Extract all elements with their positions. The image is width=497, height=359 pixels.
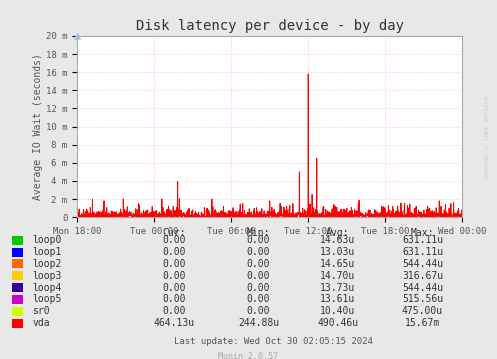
Text: 0.00: 0.00 bbox=[247, 247, 270, 257]
Text: 0.00: 0.00 bbox=[162, 306, 186, 316]
Text: Cur:: Cur: bbox=[162, 228, 186, 238]
Text: 0.00: 0.00 bbox=[162, 259, 186, 269]
Text: 490.46u: 490.46u bbox=[318, 318, 358, 328]
Text: loop4: loop4 bbox=[32, 283, 62, 293]
Text: 0.00: 0.00 bbox=[247, 294, 270, 304]
Text: 0.00: 0.00 bbox=[162, 247, 186, 257]
Text: 0.00: 0.00 bbox=[247, 271, 270, 281]
Text: sr0: sr0 bbox=[32, 306, 50, 316]
Text: 13.03u: 13.03u bbox=[321, 247, 355, 257]
Text: 544.44u: 544.44u bbox=[402, 283, 443, 293]
Text: vda: vda bbox=[32, 318, 50, 328]
Text: 0.00: 0.00 bbox=[247, 235, 270, 245]
Text: RRDTOOL / TOBI OETIKER: RRDTOOL / TOBI OETIKER bbox=[485, 95, 490, 178]
Text: Munin 2.0.57: Munin 2.0.57 bbox=[219, 352, 278, 359]
Text: 10.40u: 10.40u bbox=[321, 306, 355, 316]
Text: Last update: Wed Oct 30 02:05:15 2024: Last update: Wed Oct 30 02:05:15 2024 bbox=[174, 337, 373, 346]
Text: 13.73u: 13.73u bbox=[321, 283, 355, 293]
Text: 14.70u: 14.70u bbox=[321, 271, 355, 281]
Text: 464.13u: 464.13u bbox=[154, 318, 194, 328]
Y-axis label: Average IO Wait (seconds): Average IO Wait (seconds) bbox=[33, 53, 43, 200]
Text: 15.67m: 15.67m bbox=[405, 318, 440, 328]
Text: loop3: loop3 bbox=[32, 271, 62, 281]
Text: 0.00: 0.00 bbox=[247, 306, 270, 316]
Text: 14.65u: 14.65u bbox=[321, 259, 355, 269]
Text: 316.67u: 316.67u bbox=[402, 271, 443, 281]
Text: 13.61u: 13.61u bbox=[321, 294, 355, 304]
Title: Disk latency per device - by day: Disk latency per device - by day bbox=[136, 19, 404, 33]
Text: Min:: Min: bbox=[247, 228, 270, 238]
Text: 0.00: 0.00 bbox=[162, 271, 186, 281]
Text: 0.00: 0.00 bbox=[162, 283, 186, 293]
Text: 14.63u: 14.63u bbox=[321, 235, 355, 245]
Text: loop5: loop5 bbox=[32, 294, 62, 304]
Text: 0.00: 0.00 bbox=[162, 294, 186, 304]
Text: Max:: Max: bbox=[411, 228, 434, 238]
Text: 475.00u: 475.00u bbox=[402, 306, 443, 316]
Text: Avg:: Avg: bbox=[326, 228, 350, 238]
Text: loop2: loop2 bbox=[32, 259, 62, 269]
Text: 0.00: 0.00 bbox=[162, 235, 186, 245]
Text: 544.44u: 544.44u bbox=[402, 259, 443, 269]
Text: 631.11u: 631.11u bbox=[402, 235, 443, 245]
Text: loop1: loop1 bbox=[32, 247, 62, 257]
Text: 244.88u: 244.88u bbox=[238, 318, 279, 328]
Text: 0.00: 0.00 bbox=[247, 259, 270, 269]
Text: 631.11u: 631.11u bbox=[402, 247, 443, 257]
Text: loop0: loop0 bbox=[32, 235, 62, 245]
Text: 515.56u: 515.56u bbox=[402, 294, 443, 304]
Text: 0.00: 0.00 bbox=[247, 283, 270, 293]
